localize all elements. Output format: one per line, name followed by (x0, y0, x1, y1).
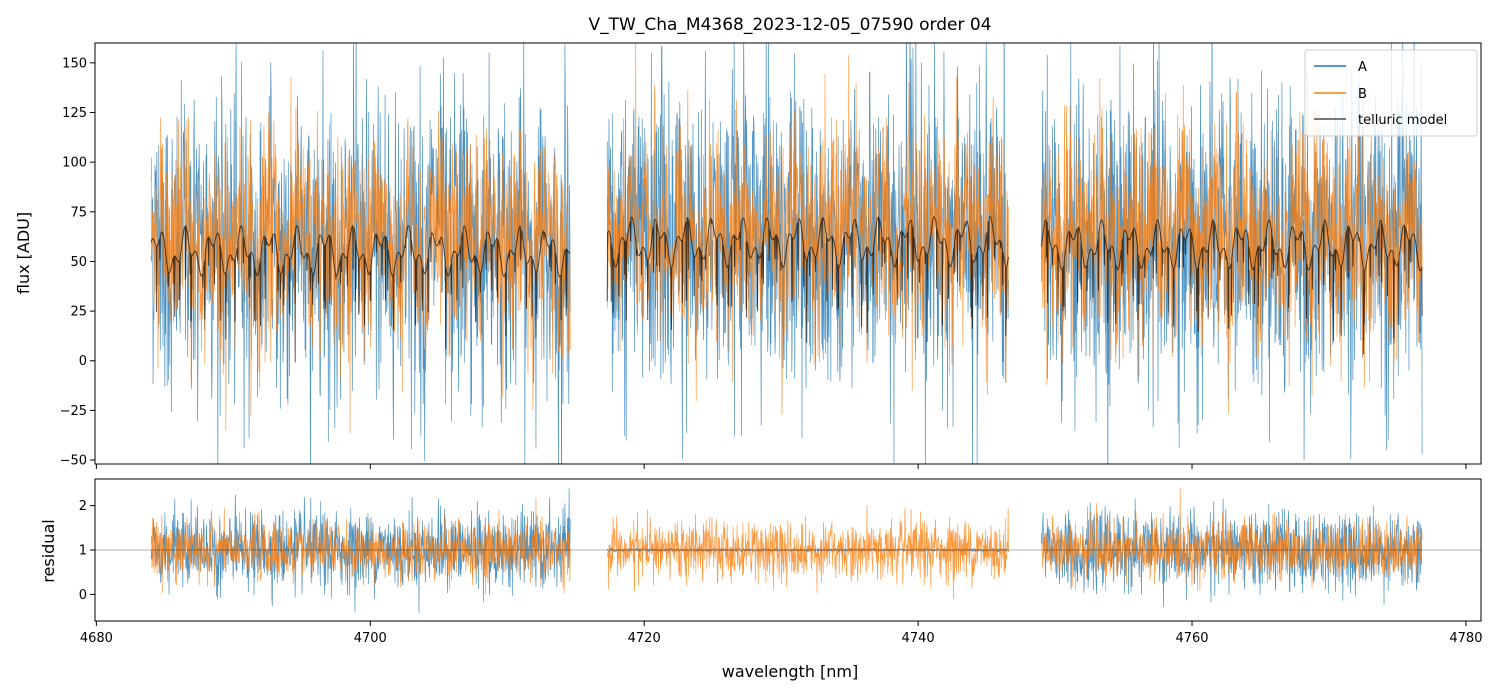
series-B-flux-segment-1 (150, 77, 571, 434)
telluric-model-segment-1 (150, 224, 571, 363)
flux-plot-area (150, 43, 1423, 464)
telluric-model-segment-2 (606, 215, 1009, 343)
legend-label-telluric: telluric model (1358, 113, 1447, 128)
residual-x-tick-label: 4700 (354, 631, 387, 646)
flux-y-tick-label: 0 (79, 354, 87, 369)
flux-y-tick-label: 125 (62, 106, 87, 121)
series-B-flux-segment-2 (606, 43, 1009, 415)
residual-x-ticks: 4680 4700 4720 4740 4760 4780 (80, 621, 1482, 646)
residual-x-tick-label: 4720 (628, 631, 661, 646)
residual-y-tick-label: 2 (79, 499, 87, 514)
flux-y-tick-label: 75 (70, 205, 87, 220)
series-B-residual-segment-2 (606, 505, 1009, 599)
flux-y-label: flux [ADU] (14, 212, 33, 294)
residual-y-ticks: 0 1 2 (79, 499, 95, 603)
residual-x-tick-label: 4680 (80, 631, 113, 646)
x-axis-label: wavelength [nm] (722, 662, 859, 681)
legend-box (1304, 49, 1478, 137)
legend: A B telluric model (1304, 49, 1478, 137)
flux-y-ticks: −50 −25 0 25 50 75 100 125 150 (60, 56, 95, 469)
series-B-residual-segment-1 (150, 497, 571, 595)
flux-y-tick-label: −25 (60, 404, 87, 419)
telluric-model-segment-3 (1040, 218, 1423, 355)
flux-x-ticks (95, 464, 1467, 469)
residual-x-tick-label: 4740 (902, 631, 935, 646)
residual-y-tick-label: 0 (79, 588, 87, 603)
residual-y-tick-label: 1 (79, 544, 87, 559)
flux-y-tick-label: −50 (60, 454, 87, 469)
residual-plot-area (95, 487, 1481, 614)
series-B-residual-segment-3 (1041, 487, 1423, 591)
series-B-flux-segment-3 (1041, 77, 1423, 414)
residual-x-tick-label: 4760 (1175, 631, 1208, 646)
residual-x-tick-label: 4780 (1449, 631, 1482, 646)
flux-y-tick-label: 50 (70, 255, 87, 270)
legend-label-A: A (1358, 60, 1367, 75)
flux-axes-frame (94, 42, 1482, 465)
chart-title: V_TW_Cha_M4368_2023-12-05_07590 order 04 (589, 15, 992, 35)
flux-y-tick-label: 25 (70, 305, 87, 320)
legend-label-B: B (1358, 87, 1367, 102)
flux-y-tick-label: 150 (62, 56, 87, 71)
flux-y-tick-label: 100 (62, 156, 87, 171)
residual-y-label: residual (39, 519, 58, 582)
